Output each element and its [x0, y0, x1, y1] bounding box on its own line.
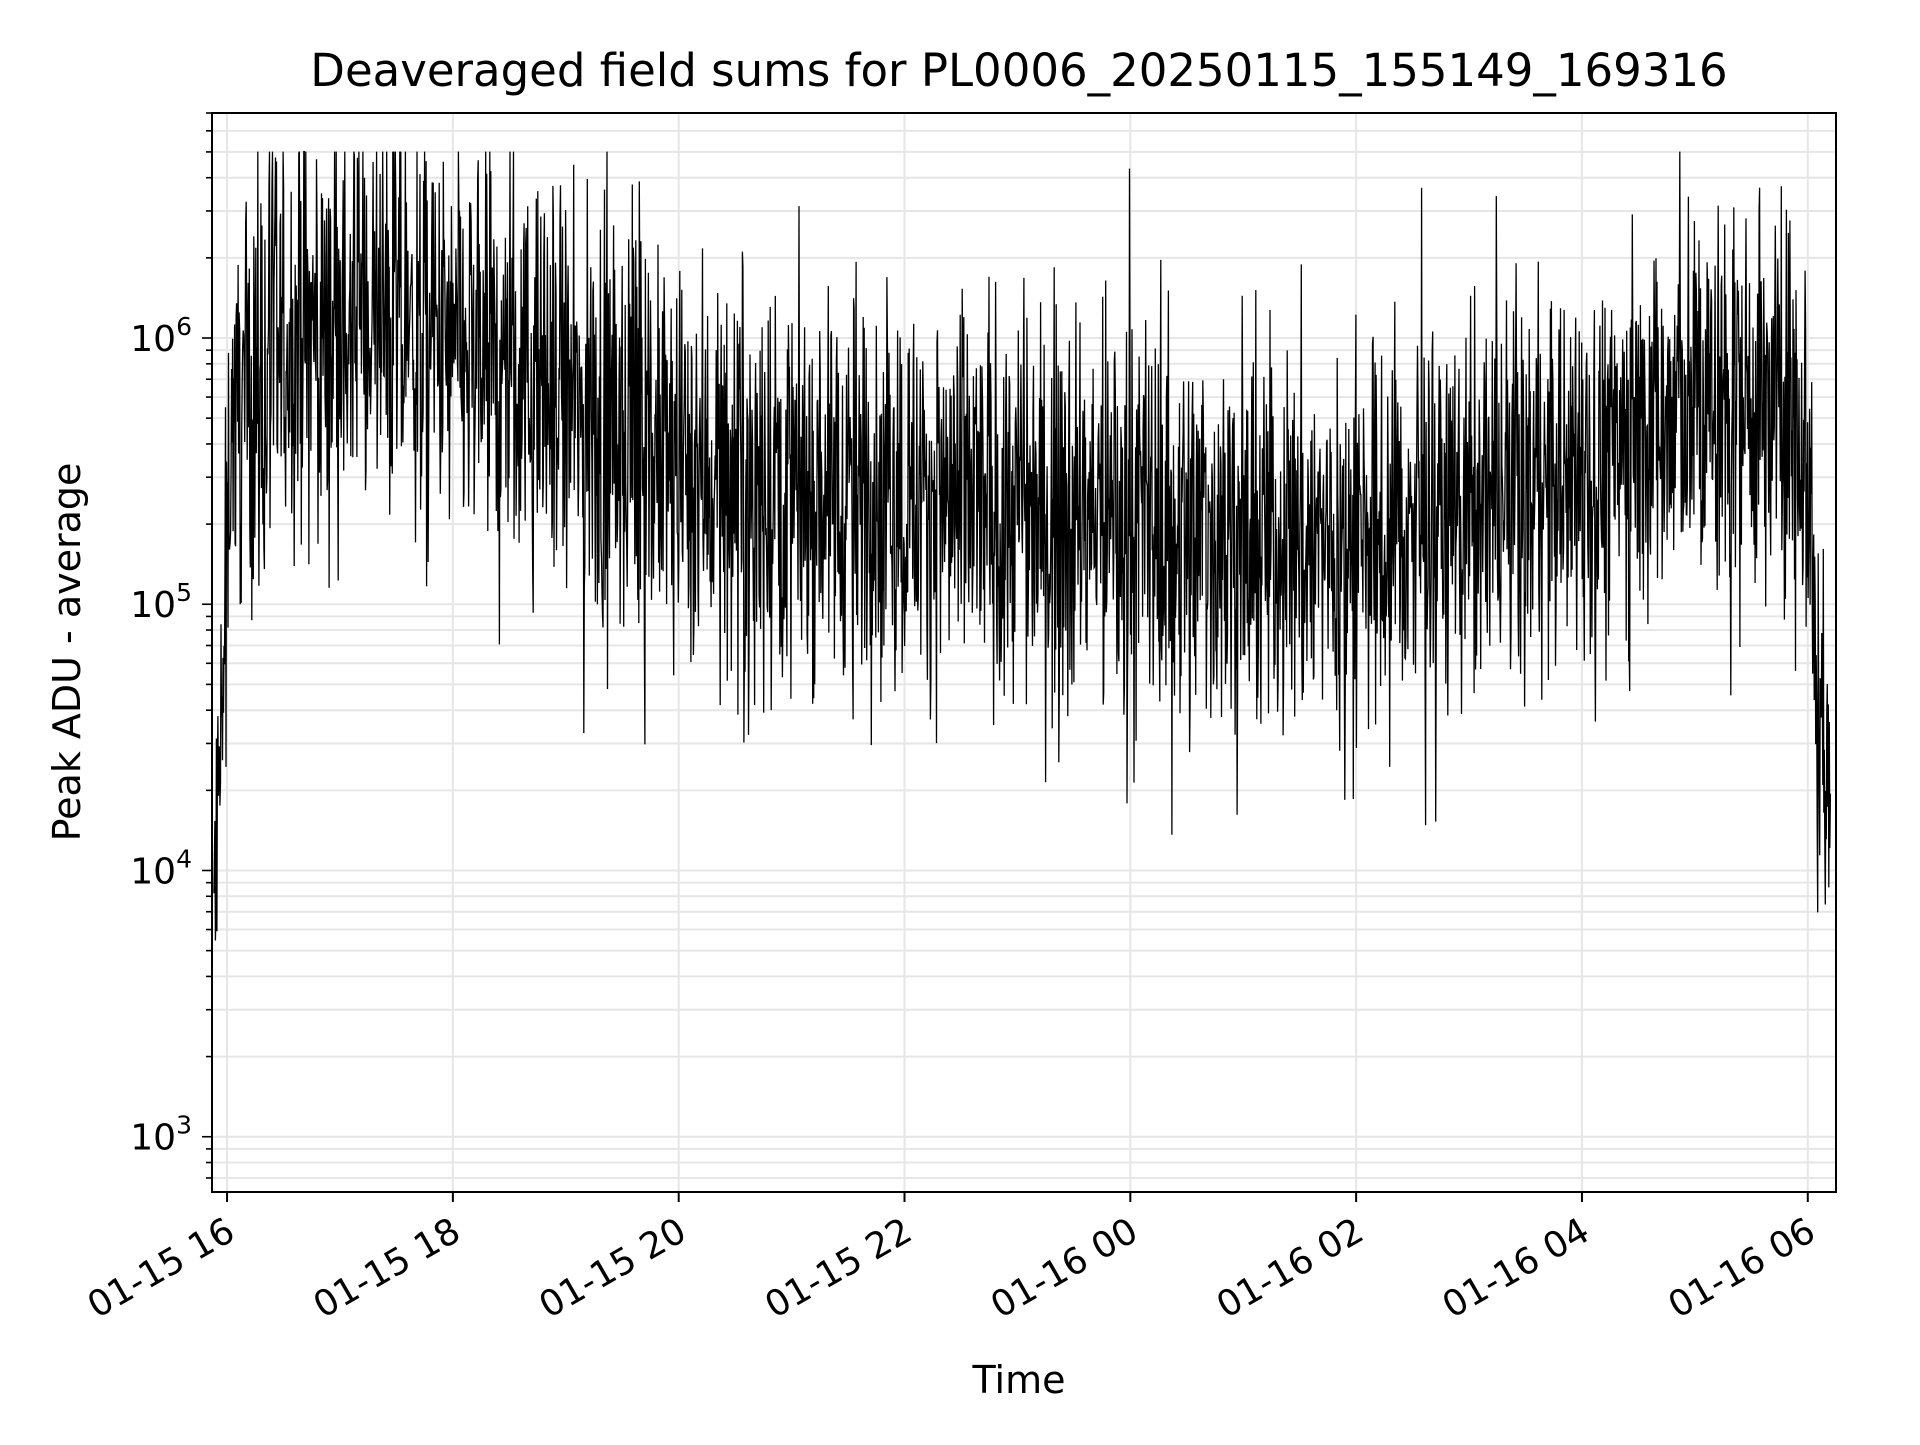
series-layer	[213, 150, 1832, 941]
series-line	[213, 150, 1832, 941]
x-axis-label: Time	[972, 1358, 1066, 1402]
y-tick-label: 105	[130, 578, 192, 626]
chart-title: Deaveraged field sums for PL0006_2025011…	[310, 44, 1727, 97]
y-tick-label: 106	[130, 312, 192, 360]
y-tick-label: 103	[130, 1111, 192, 1159]
y-axis-label: Peak ADU - average	[45, 463, 89, 842]
grid	[212, 112, 1836, 1192]
y-tick-label: 104	[130, 844, 192, 892]
plot-frame	[211, 112, 1837, 1193]
